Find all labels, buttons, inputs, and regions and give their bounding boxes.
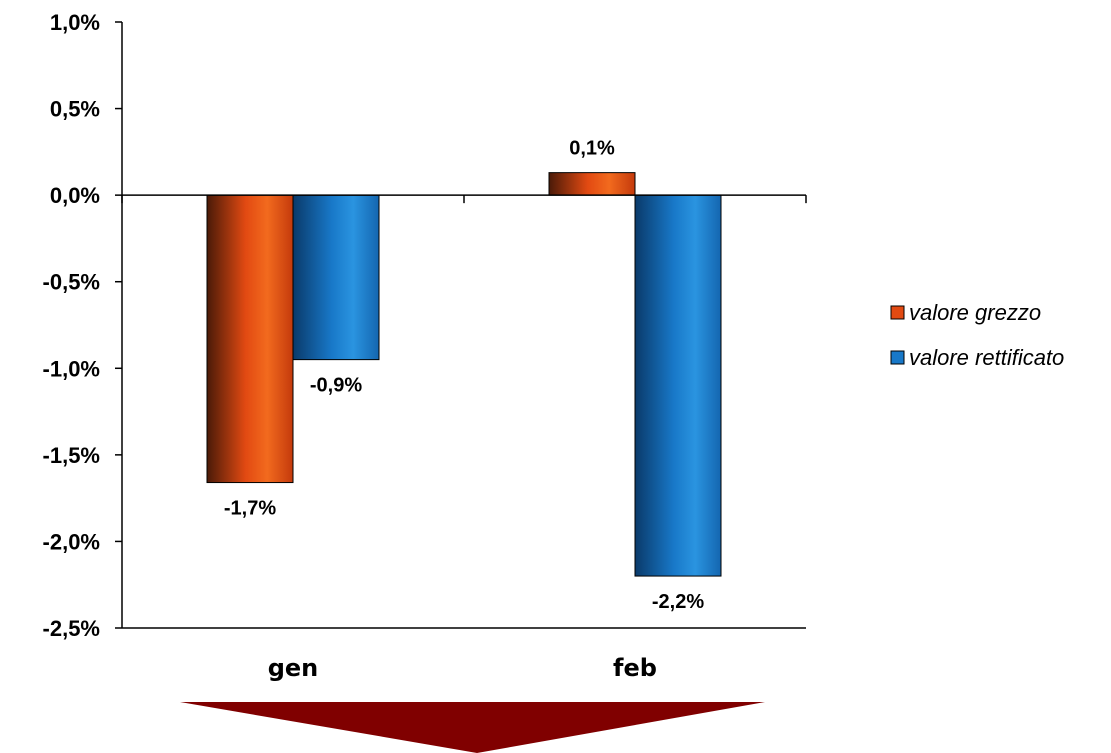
bar-gen-0 [206, 194, 294, 484]
down-arrow-shape [180, 702, 765, 753]
legend-label: valore grezzo [909, 300, 1041, 325]
legend-swatch [890, 350, 905, 365]
y-tick-label: -1,0% [43, 356, 100, 381]
y-tick-label: -2,0% [43, 529, 100, 554]
x-tick-label: gen [268, 654, 319, 682]
legend-label: valore rettificato [909, 345, 1064, 370]
y-tick-label: 0,0% [50, 183, 100, 208]
data-label: -2,2% [652, 591, 704, 613]
x-tick-label: feb [613, 654, 657, 682]
y-tick-label: -0,5% [43, 270, 100, 295]
y-tick-label: -1,5% [43, 443, 100, 468]
bar-gen-1 [292, 194, 380, 361]
bar-feb-0 [548, 172, 636, 196]
data-label: -0,9% [310, 375, 362, 397]
legend-swatch [890, 305, 905, 320]
data-label: 0,1% [569, 138, 615, 160]
y-tick-label: 1,0% [50, 10, 100, 35]
bar-feb-1 [634, 194, 722, 577]
y-tick-label: -2,5% [43, 616, 100, 641]
y-tick-label: 0,5% [50, 97, 100, 122]
data-label: -1,7% [224, 498, 276, 520]
